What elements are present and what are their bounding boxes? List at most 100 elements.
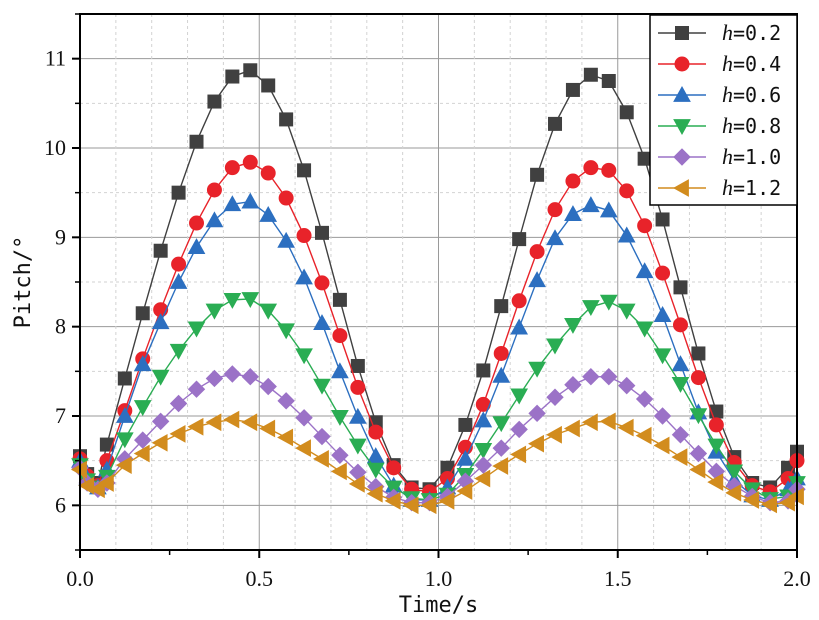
data-point <box>169 343 188 360</box>
y-axis-title: Pitch/° <box>11 236 36 329</box>
data-point <box>97 474 114 492</box>
y-tick-label: 11 <box>45 46 66 71</box>
data-point <box>671 355 690 372</box>
x-tick-label: 0.0 <box>66 566 94 591</box>
data-point <box>260 165 276 181</box>
data-point <box>635 390 654 408</box>
x-axis-title: Time/s <box>399 593 478 618</box>
data-point <box>689 444 708 463</box>
data-point <box>492 457 509 475</box>
data-point <box>115 456 132 474</box>
data-point <box>528 361 546 378</box>
y-tick-label: 7 <box>55 403 66 428</box>
data-point <box>655 265 671 281</box>
data-point <box>474 411 493 428</box>
data-point <box>368 424 384 440</box>
data-point <box>314 225 329 240</box>
data-point <box>581 413 598 432</box>
data-point <box>492 416 511 433</box>
data-point <box>205 211 224 228</box>
data-point <box>223 365 242 383</box>
data-point <box>617 303 636 320</box>
data-point <box>151 412 170 431</box>
data-point <box>707 438 726 455</box>
data-point <box>672 317 688 333</box>
legend-item: h=1.2 <box>658 175 781 200</box>
data-point <box>133 400 152 417</box>
data-point <box>331 409 349 426</box>
data-point <box>619 183 635 199</box>
data-point <box>653 348 672 365</box>
data-point <box>133 444 150 463</box>
data-point <box>278 190 294 206</box>
data-point <box>582 367 600 386</box>
data-point <box>779 493 795 512</box>
data-point <box>223 195 242 212</box>
data-point <box>169 272 188 289</box>
data-point <box>225 69 240 84</box>
data-point <box>492 366 511 383</box>
data-point <box>189 134 204 149</box>
data-point <box>545 425 562 444</box>
y-tick-label: 9 <box>55 224 66 249</box>
data-point <box>259 419 276 438</box>
data-point <box>546 229 564 246</box>
legend-label: h=1.0 <box>722 144 781 169</box>
data-point <box>420 496 437 515</box>
data-point <box>707 473 724 491</box>
data-point <box>366 462 385 479</box>
data-point <box>474 456 493 474</box>
data-point <box>548 116 563 131</box>
data-point <box>350 379 366 395</box>
data-point <box>582 300 600 317</box>
data-point <box>153 243 168 258</box>
data-point <box>296 228 312 244</box>
data-point <box>583 67 598 82</box>
data-point <box>673 280 688 295</box>
data-point <box>617 226 636 243</box>
data-point <box>241 367 259 386</box>
axis-ticks: 0.0 0.5 1.0 1.5 2.0 6 7 8 9 10 11 <box>44 13 811 591</box>
data-point <box>384 480 403 497</box>
data-point <box>493 345 509 361</box>
data-point <box>599 294 618 311</box>
legend-item: h=0.4 <box>658 51 781 76</box>
data-point <box>599 201 618 218</box>
data-point <box>510 420 528 439</box>
data-point <box>205 413 222 432</box>
legend-marker <box>673 85 691 102</box>
data-point <box>510 318 529 335</box>
data-point <box>117 371 132 386</box>
data-point <box>332 328 348 344</box>
data-point <box>637 151 652 166</box>
data-point <box>689 408 708 425</box>
data-point <box>671 448 688 466</box>
data-point <box>743 491 760 509</box>
data-point <box>761 495 778 514</box>
data-point <box>617 418 634 437</box>
data-point <box>277 428 294 447</box>
data-point <box>386 460 402 476</box>
data-point <box>295 439 311 458</box>
legend-label: h=0.4 <box>722 51 781 76</box>
data-point <box>619 105 634 120</box>
data-point <box>205 303 224 320</box>
data-point <box>635 321 654 338</box>
data-point <box>295 348 313 365</box>
legend-item: h=0.2 <box>658 20 781 45</box>
data-point <box>601 74 616 88</box>
x-tick-label: 2.0 <box>783 566 811 591</box>
data-point <box>169 394 188 413</box>
x-tick-label: 1.5 <box>604 566 632 591</box>
data-point <box>474 469 491 488</box>
data-point <box>277 231 295 248</box>
data-point <box>348 438 367 455</box>
data-point <box>600 367 618 386</box>
data-point <box>348 475 365 493</box>
data-point <box>691 346 706 361</box>
data-point <box>241 192 260 209</box>
legend-label: h=0.8 <box>722 113 781 138</box>
legend-item: h=0.6 <box>658 82 781 107</box>
legend-marker <box>674 56 690 72</box>
